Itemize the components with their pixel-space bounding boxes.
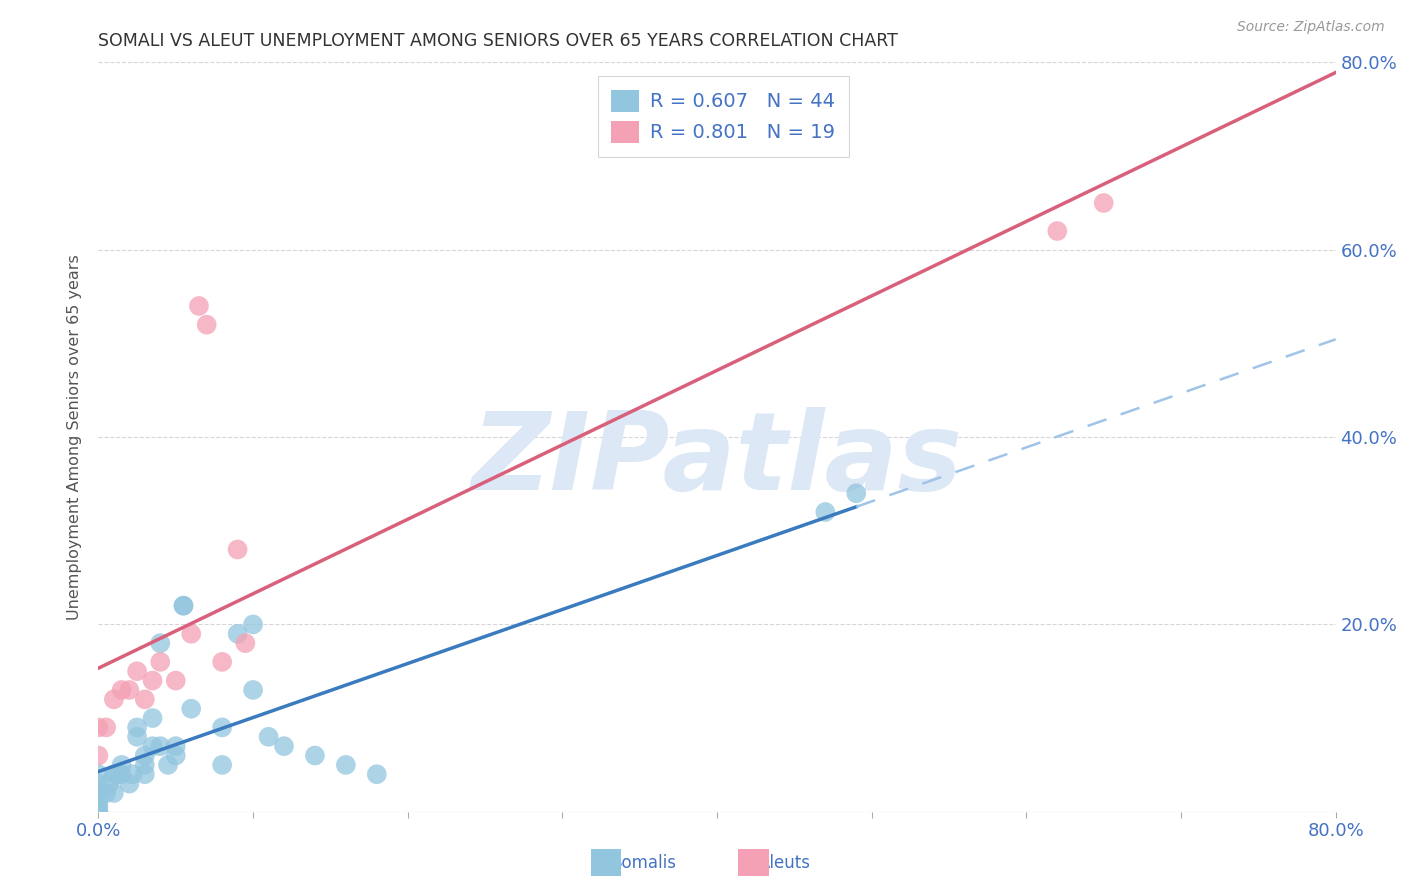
Point <box>226 626 249 640</box>
Point <box>111 683 132 698</box>
Point <box>141 711 165 725</box>
Point <box>149 739 172 753</box>
Text: SOMALI VS ALEUT UNEMPLOYMENT AMONG SENIORS OVER 65 YEARS CORRELATION CHART: SOMALI VS ALEUT UNEMPLOYMENT AMONG SENIO… <box>98 32 898 50</box>
Point <box>87 805 110 819</box>
Point <box>226 542 249 557</box>
Point <box>87 800 110 814</box>
Point <box>87 805 110 819</box>
Point <box>165 673 187 688</box>
Point <box>1046 224 1069 238</box>
Point <box>195 318 218 332</box>
Point <box>103 786 125 800</box>
Point <box>1092 195 1115 210</box>
Point <box>149 636 172 650</box>
Point <box>98 776 121 791</box>
Point <box>103 692 125 706</box>
Text: Aleuts: Aleuts <box>759 854 811 871</box>
Point <box>118 683 141 698</box>
Point <box>87 796 110 810</box>
Point <box>304 748 326 763</box>
Point <box>127 730 149 744</box>
Point <box>814 505 837 519</box>
Point <box>111 758 132 772</box>
Point <box>188 299 211 313</box>
Point <box>121 767 143 781</box>
Legend: R = 0.607   N = 44, R = 0.801   N = 19: R = 0.607 N = 44, R = 0.801 N = 19 <box>598 76 849 157</box>
Point <box>165 739 187 753</box>
Point <box>87 721 110 735</box>
Point <box>127 664 149 679</box>
Point <box>165 748 187 763</box>
Point <box>157 758 180 772</box>
Point <box>105 767 128 781</box>
Point <box>211 655 233 669</box>
Point <box>96 721 118 735</box>
Point <box>134 748 156 763</box>
Y-axis label: Unemployment Among Seniors over 65 years: Unemployment Among Seniors over 65 years <box>67 254 83 620</box>
Point <box>257 730 280 744</box>
Point <box>211 758 233 772</box>
Point <box>273 739 295 753</box>
Text: Somalis: Somalis <box>612 854 676 871</box>
Point <box>242 617 264 632</box>
Point <box>335 758 357 772</box>
Point <box>87 776 110 791</box>
Point <box>127 721 149 735</box>
Point <box>134 767 156 781</box>
Point <box>134 692 156 706</box>
Point <box>87 748 110 763</box>
Point <box>103 767 125 781</box>
Point <box>180 626 202 640</box>
Text: ZIPatlas: ZIPatlas <box>471 407 963 513</box>
Point <box>87 786 110 800</box>
Point <box>87 767 110 781</box>
Point <box>141 673 165 688</box>
Point <box>141 739 165 753</box>
Point <box>233 636 257 650</box>
Point <box>242 683 264 698</box>
Point <box>366 767 388 781</box>
Point <box>111 767 132 781</box>
Point <box>180 701 202 715</box>
Text: Source: ZipAtlas.com: Source: ZipAtlas.com <box>1237 20 1385 34</box>
Point <box>211 721 233 735</box>
Point <box>87 786 110 800</box>
Point <box>845 486 868 500</box>
Point <box>149 655 172 669</box>
Point <box>172 599 194 613</box>
Point <box>96 786 118 800</box>
Point <box>118 776 141 791</box>
Point <box>134 758 156 772</box>
Point <box>172 599 194 613</box>
